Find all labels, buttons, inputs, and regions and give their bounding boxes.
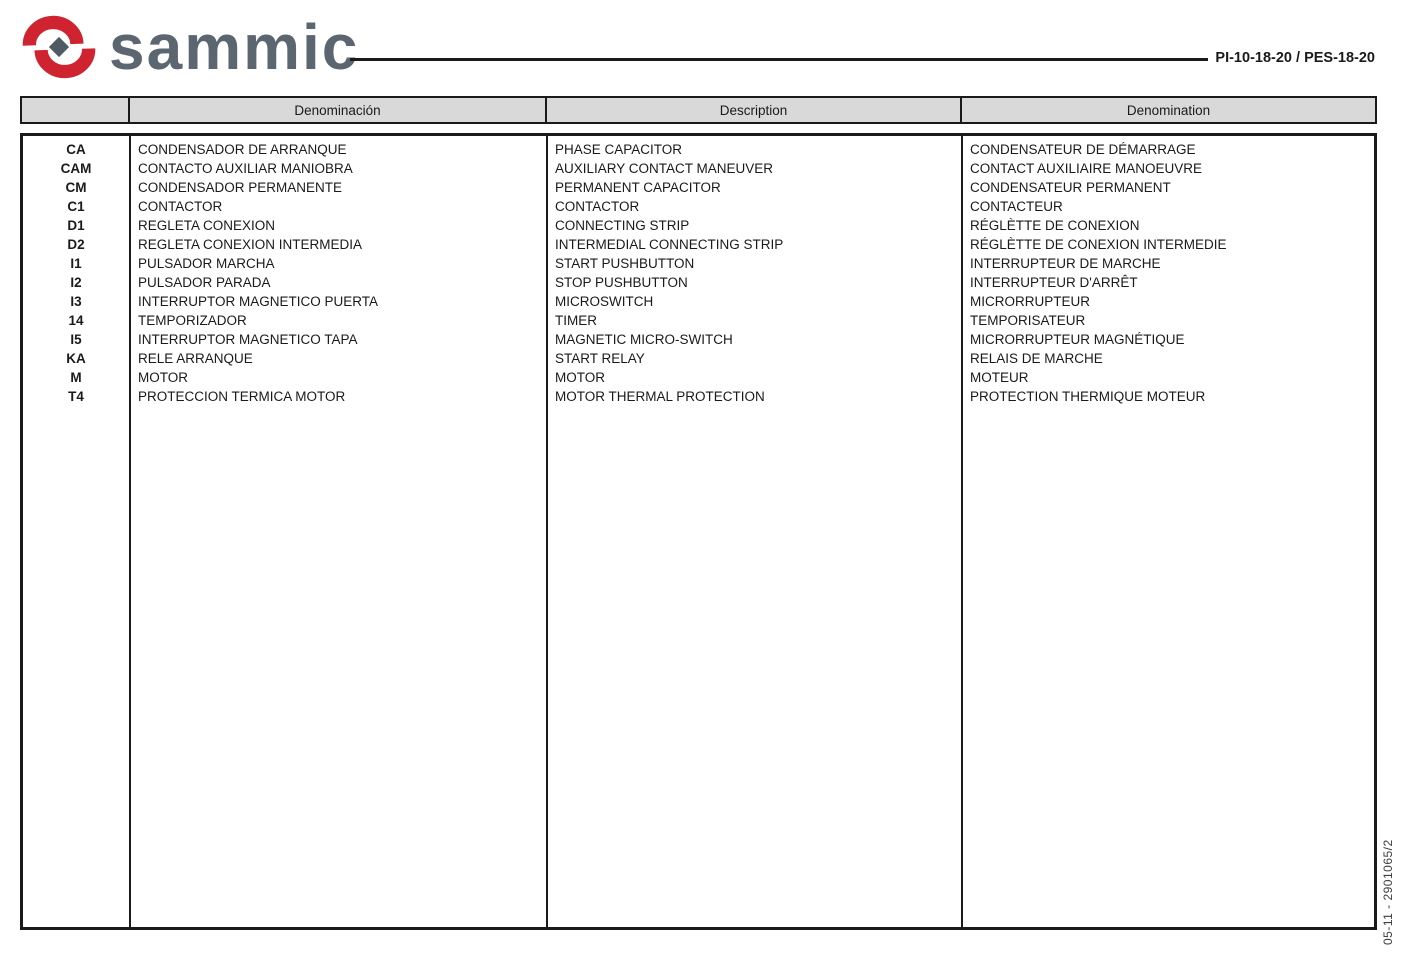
table-cell-code: CAM <box>60 161 92 176</box>
table-cell-fr: RÉGLÈTTE DE CONEXION INTERMEDIE <box>970 237 1227 252</box>
denomination-column: CONDENSATEUR DE DÉMARRAGE CONTACT AUXILIA… <box>963 136 1374 927</box>
table-cell-code: KA <box>66 351 86 366</box>
table-cell-fr: TEMPORISATEUR <box>970 313 1086 328</box>
table-cell-es: CONDENSADOR DE ARRANQUE <box>138 142 347 157</box>
table-cell-fr: RÉGLÈTTE DE CONEXION <box>970 218 1140 233</box>
table-cell-fr: CONDENSATEUR PERMANENT <box>970 180 1171 195</box>
table-cell-en: START RELAY <box>555 351 645 366</box>
table-cell-fr: INTERRUPTEUR DE MARCHE <box>970 256 1161 271</box>
table-cell-en: AUXILIARY CONTACT MANEUVER <box>555 161 774 176</box>
sammic-logo-icon <box>22 15 96 79</box>
table-cell-code: D1 <box>67 218 85 233</box>
description-column: PHASE CAPACITOR AUXILIARY CONTACT MANEUVE… <box>548 136 963 927</box>
table-cell-en: CONTACTOR <box>555 199 640 214</box>
table-cell-en: CONNECTING STRIP <box>555 218 690 233</box>
table-cell-fr: CONTACTEUR <box>970 199 1063 214</box>
table-cell-es: INTERRUPTOR MAGNETICO PUERTA <box>138 294 379 309</box>
denominacion-column: CONDENSADOR DE ARRANQUE CONTACTO AUXILIAR… <box>131 136 548 927</box>
table-cell-code: I2 <box>70 275 82 290</box>
revision-code-vertical: 05-11 - 2901065/2 <box>1381 839 1395 945</box>
table-cell-es: CONTACTOR <box>138 199 223 214</box>
sammic-logo: sammic <box>15 8 359 86</box>
table-cell-es: PROTECCION TERMICA MOTOR <box>138 389 346 404</box>
table-cell-en: START PUSHBUTTON <box>555 256 695 271</box>
table-cell-code: T4 <box>68 389 84 404</box>
table-cell-es: REGLETA CONEXION <box>138 218 276 233</box>
table-cell-es: PULSADOR MARCHA <box>138 256 275 271</box>
table-cell-code: I3 <box>70 294 82 309</box>
table-cell-es: MOTOR <box>138 370 188 385</box>
table-cell-code: 14 <box>68 313 84 328</box>
table-cell-code: D2 <box>67 237 85 252</box>
table-cell-es: RELE ARRANQUE <box>138 351 253 366</box>
table-cell-fr: CONTACT AUXILIAIRE MANOEUVRE <box>970 161 1203 176</box>
table-cell-en: MAGNETIC MICRO-SWITCH <box>555 332 733 347</box>
table-cell-fr: MOTEUR <box>970 370 1029 385</box>
table-cell-fr: RELAIS DE MARCHE <box>970 351 1103 366</box>
table-cell-en: MOTOR THERMAL PROTECTION <box>555 389 765 404</box>
table-cell-en: STOP PUSHBUTTON <box>555 275 688 290</box>
legend-table-header: Denominación Description Denomination <box>20 96 1377 124</box>
table-cell-en: TIMER <box>555 313 597 328</box>
table-cell-code: M <box>70 370 82 385</box>
table-cell-code: CA <box>66 142 86 157</box>
table-cell-en: PHASE CAPACITOR <box>555 142 683 157</box>
table-cell-code: I1 <box>70 256 82 271</box>
table-cell-es: CONDENSADOR PERMANENTE <box>138 180 343 195</box>
column-header-description: Description <box>547 98 962 122</box>
legend-table-body: CA CAM CM C1 D1 D2 I1 I2 I3 14 I5 KA M T4 CONDENSADOR… <box>20 133 1377 930</box>
table-cell-code: CM <box>65 180 87 195</box>
header-divider-line <box>350 58 1208 61</box>
document-code: PI-10-18-20 / PES-18-20 <box>1215 50 1375 66</box>
table-cell-en: INTERMEDIAL CONNECTING STRIP <box>555 237 784 252</box>
table-cell-es: INTERRUPTOR MAGNETICO TAPA <box>138 332 358 347</box>
code-column: CA CAM CM C1 D1 D2 I1 I2 I3 14 I5 KA M T4 <box>23 136 131 927</box>
logo-diamond-icon <box>48 36 70 58</box>
table-cell-fr: PROTECTION THERMIQUE MOTEUR <box>970 389 1206 404</box>
column-header-denominacion: Denominación <box>130 98 547 122</box>
table-cell-fr: CONDENSATEUR DE DÉMARRAGE <box>970 142 1196 157</box>
table-cell-en: MOTOR <box>555 370 605 385</box>
table-cell-es: TEMPORIZADOR <box>138 313 247 328</box>
table-cell-es: REGLETA CONEXION INTERMEDIA <box>138 237 363 252</box>
table-cell-es: PULSADOR PARADA <box>138 275 271 290</box>
column-header-code <box>22 98 130 122</box>
sammic-logo-text: sammic <box>109 11 360 83</box>
table-cell-en: PERMANENT CAPACITOR <box>555 180 721 195</box>
table-cell-en: MICROSWITCH <box>555 294 654 309</box>
table-cell-fr: MICRORRUPTEUR MAGNÉTIQUE <box>970 332 1185 347</box>
table-cell-es: CONTACTO AUXILIAR MANIOBRA <box>138 161 353 176</box>
column-header-denomination: Denomination <box>1126 102 1211 118</box>
table-cell-code: C1 <box>67 199 85 214</box>
table-cell-fr: INTERRUPTEUR D'ARRÊT <box>970 275 1138 290</box>
table-cell-fr: MICRORRUPTEUR <box>970 294 1090 309</box>
table-cell-code: I5 <box>70 332 82 347</box>
